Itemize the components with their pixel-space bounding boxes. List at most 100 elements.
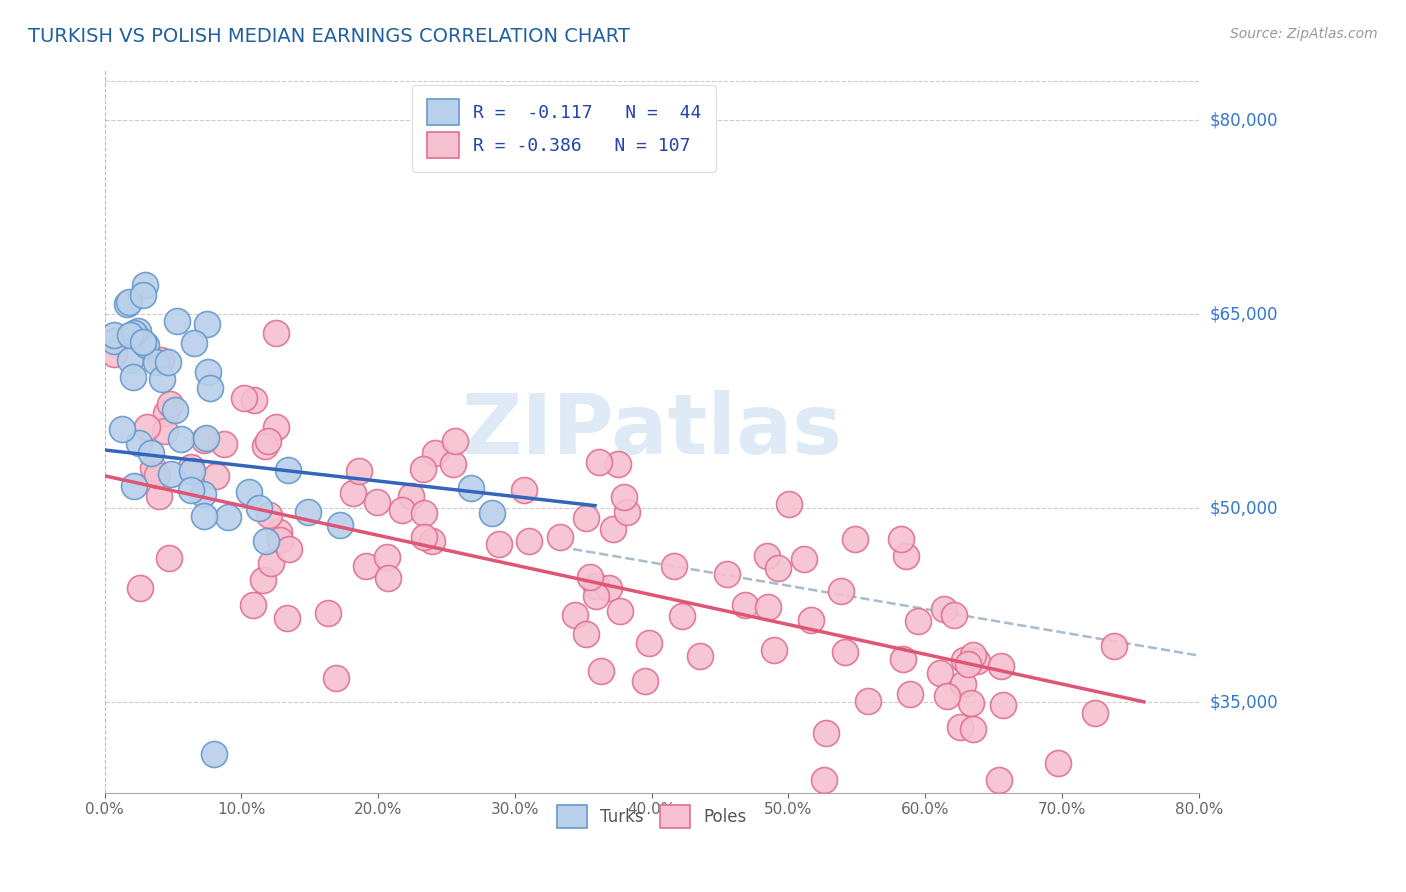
Point	[578, 570, 600, 584]
Text: $80,000: $80,000	[1211, 112, 1278, 129]
Point	[148, 489, 170, 503]
Point	[217, 510, 239, 524]
Point	[830, 583, 852, 598]
Point	[585, 579, 607, 593]
Point	[890, 532, 912, 546]
Point	[953, 653, 976, 667]
Point	[366, 495, 388, 509]
Point	[588, 455, 610, 469]
Point	[180, 460, 202, 475]
Point	[195, 317, 218, 331]
Point	[122, 370, 145, 384]
Point	[813, 772, 835, 787]
Point	[202, 747, 225, 761]
Point	[155, 406, 177, 420]
Point	[952, 677, 974, 691]
Point	[423, 446, 446, 460]
Point	[778, 496, 800, 510]
Point	[517, 533, 540, 548]
Point	[256, 434, 278, 448]
Point	[128, 581, 150, 595]
Point	[329, 517, 352, 532]
Point	[198, 381, 221, 395]
Point	[193, 509, 215, 524]
Point	[132, 288, 155, 302]
Point	[907, 614, 929, 628]
Point	[115, 297, 138, 311]
Point	[111, 422, 134, 436]
Point	[716, 566, 738, 581]
Point	[103, 328, 125, 343]
Point	[157, 550, 180, 565]
Point	[377, 571, 399, 585]
Text: $35,000: $35,000	[1211, 693, 1278, 711]
Point	[481, 506, 503, 520]
Point	[122, 326, 145, 341]
Point	[145, 355, 167, 369]
Point	[413, 506, 436, 520]
Point	[990, 659, 1012, 673]
Point	[146, 468, 169, 483]
Point	[155, 424, 177, 438]
Point	[254, 533, 277, 548]
Point	[212, 436, 235, 450]
Point	[441, 457, 464, 471]
Point	[163, 402, 186, 417]
Point	[354, 558, 377, 573]
Point	[734, 598, 756, 612]
Point	[193, 487, 215, 501]
Point	[264, 326, 287, 340]
Point	[193, 434, 215, 448]
Point	[966, 654, 988, 668]
Text: Source: ZipAtlas.com: Source: ZipAtlas.com	[1230, 27, 1378, 41]
Point	[401, 489, 423, 503]
Point	[856, 693, 879, 707]
Point	[896, 549, 918, 563]
Point	[259, 556, 281, 570]
Point	[598, 582, 620, 596]
Point	[125, 329, 148, 343]
Point	[613, 490, 636, 504]
Point	[197, 365, 219, 379]
Point	[127, 324, 149, 338]
Point	[150, 372, 173, 386]
Point	[342, 485, 364, 500]
Point	[634, 673, 657, 688]
Point	[671, 609, 693, 624]
Point	[638, 636, 661, 650]
Point	[243, 393, 266, 408]
Point	[233, 391, 256, 405]
Point	[391, 503, 413, 517]
Point	[247, 500, 270, 515]
Text: TURKISH VS POLISH MEDIAN EARNINGS CORRELATION CHART: TURKISH VS POLISH MEDIAN EARNINGS CORREL…	[28, 27, 630, 45]
Point	[242, 599, 264, 613]
Text: $50,000: $50,000	[1211, 500, 1278, 517]
Point	[548, 530, 571, 544]
Point	[814, 726, 837, 740]
Point	[949, 720, 972, 734]
Point	[238, 485, 260, 500]
Point	[609, 605, 631, 619]
Point	[575, 627, 598, 641]
Point	[929, 665, 952, 680]
Point	[460, 481, 482, 495]
Point	[988, 772, 1011, 787]
Point	[574, 511, 596, 525]
Point	[180, 464, 202, 478]
Point	[205, 468, 228, 483]
Point	[413, 530, 436, 544]
Point	[956, 657, 979, 672]
Point	[257, 508, 280, 522]
Point	[117, 295, 139, 310]
Point	[766, 561, 789, 575]
Point	[942, 607, 965, 622]
Point	[160, 467, 183, 482]
Point	[254, 440, 277, 454]
Point	[103, 334, 125, 348]
Point	[128, 436, 150, 450]
Point	[277, 541, 299, 556]
Point	[412, 462, 434, 476]
Point	[1047, 756, 1070, 770]
Legend: Turks, Poles: Turks, Poles	[550, 798, 754, 835]
Point	[1084, 706, 1107, 721]
